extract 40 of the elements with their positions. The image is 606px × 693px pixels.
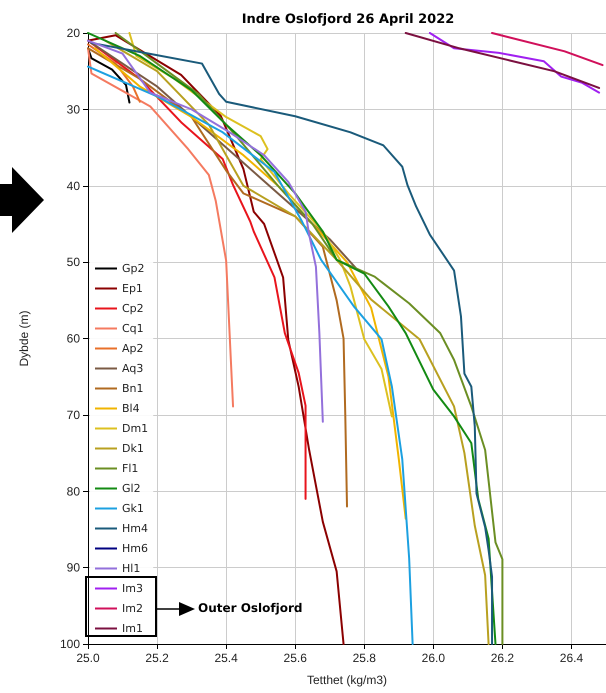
legend-label: Im2	[122, 602, 143, 615]
y-tick-label: 70	[66, 408, 80, 422]
legend-label: Aq3	[122, 362, 144, 375]
y-tick-label: 20	[66, 26, 80, 40]
y-tick-label: 40	[66, 178, 80, 193]
legend-label: Bl4	[122, 402, 140, 415]
legend-label: Hm6	[122, 542, 148, 555]
legend-label: Hm4	[122, 522, 148, 535]
x-tick-label: 26.4	[560, 651, 584, 665]
x-tick-label: 25.2	[145, 651, 170, 665]
x-tick-label: 26.0	[422, 651, 446, 665]
y-tick-label: 90	[66, 560, 80, 575]
x-tick-label: 26.2	[490, 651, 514, 665]
legend-label: Dk1	[122, 442, 144, 455]
chart-title: Indre Oslofjord 26 April 2022	[242, 12, 454, 27]
x-axis-title: Tetthet (kg/m3)	[306, 673, 388, 687]
legend-label: Bn1	[122, 382, 144, 395]
legend-label: Im1	[122, 622, 143, 635]
y-tick-label: 50	[66, 255, 80, 270]
legend-label: Gp2	[122, 262, 145, 275]
legend-label: Gk1	[122, 502, 144, 515]
y-tick-label: 100	[60, 637, 80, 651]
x-tick-label: 25.8	[352, 651, 376, 665]
legend-label: Ap2	[122, 342, 144, 355]
x-tick-label: 25.0	[76, 651, 100, 665]
y-tick-label: 30	[66, 102, 80, 116]
legend-label: Fl1	[122, 462, 138, 475]
x-tick-label: 25.4	[214, 651, 238, 665]
legend-label: Hl1	[122, 562, 140, 575]
legend-label: Gl2	[122, 482, 141, 495]
y-tick-label: 60	[66, 332, 80, 346]
x-tick-label: 25.6	[284, 651, 308, 665]
y-axis-title: Dybde (m)	[17, 310, 31, 367]
legend-label: Cq1	[122, 322, 144, 335]
legend-label: Cp2	[122, 302, 144, 315]
legend-label: Im3	[122, 582, 143, 595]
legend-label: Ep1	[122, 282, 143, 295]
y-tick-label: 80	[66, 484, 80, 498]
legend-label: Dm1	[122, 422, 148, 435]
annotation: Outer Oslofjord	[198, 601, 303, 615]
